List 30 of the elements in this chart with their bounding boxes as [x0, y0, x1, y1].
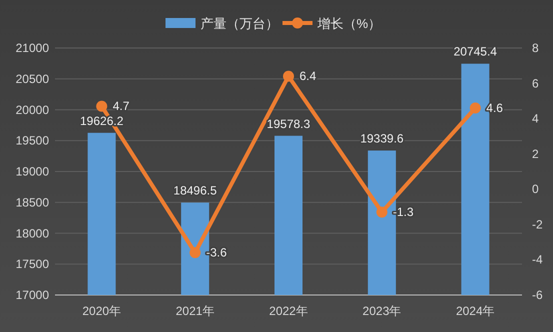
x-tick-label: 2023年 [362, 304, 402, 318]
y-tick-label: 19500 [16, 134, 50, 148]
y-tick-label: 18500 [16, 195, 50, 210]
y2-tick-label: 8 [532, 41, 539, 55]
y-tick-label: 20500 [16, 72, 50, 86]
data-label: 20745.4 [454, 44, 498, 59]
y-tick-label: 17000 [16, 288, 50, 302]
y2-tick-label: -6 [532, 288, 543, 302]
y2-tick-label: -4 [532, 252, 543, 267]
x-tick-label: 2020年 [82, 304, 122, 318]
y-tick-label: 18000 [16, 226, 50, 240]
y-tick-label: 20000 [16, 102, 50, 117]
data-label: 19339.6 [360, 132, 404, 146]
y2-tick-label: 2 [532, 146, 539, 161]
x-tick-label: 2022年 [269, 304, 308, 318]
data-label: 18496.5 [173, 184, 218, 198]
legend-label: 产量（万台） [200, 16, 278, 31]
x-tick-label: 2024年 [456, 304, 495, 318]
data-label: 6.4 [300, 69, 317, 84]
y2-tick-label: 6 [532, 76, 539, 90]
y2-tick-label: 0 [532, 182, 539, 196]
data-label: 4.7 [112, 99, 130, 114]
y-tick-label: 19000 [16, 164, 50, 178]
y2-tick-label: -2 [532, 217, 543, 232]
legend-label: 增长（%） [316, 16, 382, 31]
y2-tick-label: 4 [532, 112, 539, 126]
x-tick-label: 2021年 [176, 304, 214, 318]
y-tick-label: 17500 [16, 257, 50, 272]
data-label: 19578.3 [266, 116, 311, 131]
y-tick-label: 21000 [16, 41, 50, 55]
